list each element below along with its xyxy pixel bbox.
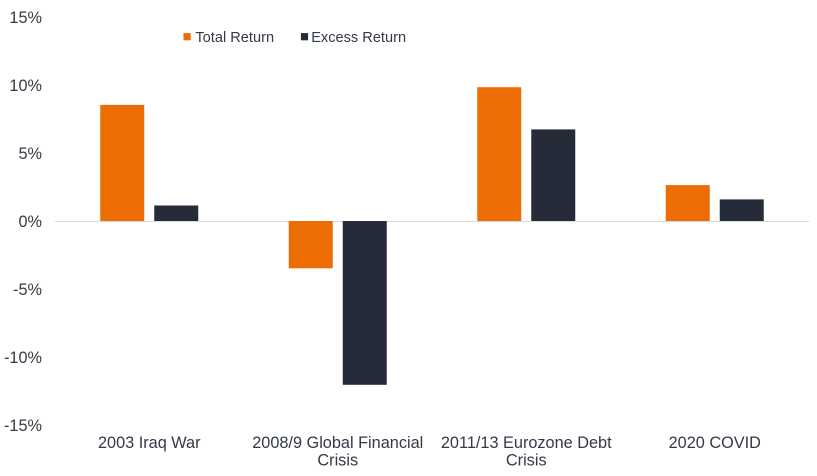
svg-text:Excess Return: Excess Return [311, 30, 406, 46]
svg-text:15%: 15% [9, 9, 42, 27]
svg-text:Crisis: Crisis [506, 451, 547, 469]
svg-text:2003 Iraq War: 2003 Iraq War [98, 434, 201, 452]
svg-text:-5%: -5% [13, 281, 42, 299]
svg-text:2008/9 Global Financial: 2008/9 Global Financial [252, 434, 423, 452]
svg-text:5%: 5% [18, 145, 42, 163]
svg-text:-10%: -10% [4, 349, 42, 367]
svg-text:2011/13 Eurozone Debt: 2011/13 Eurozone Debt [441, 434, 612, 452]
svg-text:2020 COVID: 2020 COVID [669, 434, 761, 452]
svg-text:10%: 10% [9, 77, 42, 95]
svg-text:-15%: -15% [4, 417, 42, 435]
svg-text:Crisis: Crisis [317, 451, 358, 469]
svg-text:Total Return: Total Return [195, 30, 274, 46]
svg-text:0%: 0% [18, 213, 42, 231]
